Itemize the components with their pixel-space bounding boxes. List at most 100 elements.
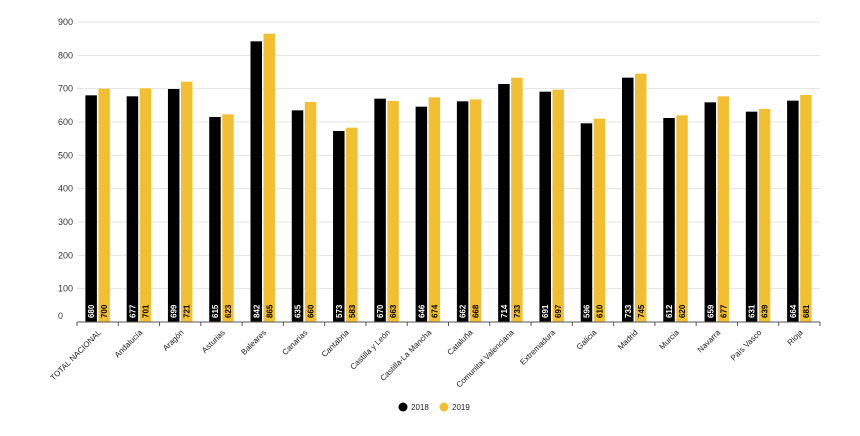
bar-2018 [415, 106, 428, 323]
legend: 2018 2019 [398, 402, 470, 412]
bar-2019 [676, 115, 688, 322]
category-label: Rioja [786, 328, 806, 348]
y-tick-label: 600 [58, 117, 73, 127]
bar-value-label: 583 [348, 304, 357, 318]
category-label: Asturias [200, 328, 227, 355]
bar-value-label: 842 [252, 304, 261, 318]
x-axis: TOTAL NACIONAL Andalucía Aragón Asturias Bal… [49, 321, 821, 389]
bar-2018 [787, 100, 799, 323]
bar-value-label: 662 [459, 304, 468, 318]
bar-2018 [209, 117, 221, 322]
bar-2019 [98, 88, 110, 323]
bar-value-label: 697 [554, 304, 563, 318]
bar-2018 [333, 131, 345, 322]
bar-value-label: 612 [665, 304, 674, 318]
category-label: Galicia [575, 328, 599, 352]
bar-value-label: 660 [307, 304, 316, 318]
bar-2018 [291, 110, 304, 322]
legend-swatch [398, 402, 408, 412]
bar-value-label: 699 [170, 304, 179, 318]
category-label: Cataluña [446, 328, 475, 357]
bar-2019 [758, 109, 771, 322]
y-tick-label: 900 [58, 17, 73, 27]
bar-2018 [663, 118, 675, 322]
bar-2019 [552, 89, 564, 323]
bar-value-label: 646 [417, 304, 426, 318]
bar-value-label: 865 [265, 304, 274, 318]
category-label: Navarra [696, 328, 723, 355]
bar-value-label: 610 [595, 304, 604, 318]
bar-2019 [304, 102, 317, 322]
y-tick-label: 500 [58, 150, 73, 160]
category-label: País Vasco [729, 328, 764, 363]
bar-value-label: 668 [472, 304, 481, 318]
bar-2019 [717, 96, 730, 322]
bar-value-label: 596 [582, 304, 591, 318]
y-tick-label: 100 [58, 284, 73, 294]
bar-2018 [622, 77, 634, 323]
bar-2019 [511, 77, 523, 323]
bar-2019 [346, 127, 358, 323]
category-label: TOTAL NACIONAL [49, 328, 104, 383]
bar-value-label: 700 [100, 304, 109, 318]
y-tick-label: 700 [58, 84, 73, 94]
bar-2018 [539, 91, 551, 323]
bar-value-label: 615 [211, 304, 220, 318]
bar-2018 [745, 111, 758, 323]
bar-value-label: 681 [802, 304, 811, 318]
bar-value-label: 670 [376, 304, 385, 318]
bar-value-label: 573 [335, 304, 344, 318]
category-label: Cantabria [320, 328, 351, 359]
bar-value-label: 674 [430, 304, 439, 318]
bar-2018 [580, 123, 593, 322]
bar-2019 [387, 101, 399, 322]
y-axis: 0 100 200 300 400 500 600 700 800 900 [58, 17, 73, 321]
category-label: Baleares [239, 328, 268, 357]
bar-value-label: 631 [748, 304, 757, 318]
bar-2019 [800, 95, 812, 322]
bar-2019 [139, 88, 152, 322]
bar-value-label: 635 [294, 304, 303, 318]
bar-value-label: 620 [678, 304, 687, 318]
bar-value-label: 721 [183, 304, 192, 318]
bar-2018 [704, 102, 717, 322]
bar-value-label: 733 [624, 304, 633, 318]
category-label: Aragón [161, 328, 186, 353]
category-label: Extremadura [518, 328, 557, 367]
y-tick-label: 800 [58, 50, 73, 60]
bar-2019 [180, 81, 193, 323]
legend-label: 2019 [452, 403, 470, 412]
bar-2018 [374, 98, 386, 323]
bar-2018 [456, 101, 469, 322]
legend-swatch [439, 402, 449, 412]
bar-value-label: 659 [706, 304, 715, 318]
bar-value-label: 691 [541, 304, 550, 318]
bar-2019 [593, 118, 606, 323]
bar-value-label: 745 [637, 304, 646, 318]
bar-2019 [263, 33, 275, 323]
category-label: Madrid [616, 328, 640, 352]
bars: 680 700 677 701 699 721 615 623 842 865 635 660 573 5… [85, 33, 812, 323]
bar-value-label: 733 [513, 304, 522, 318]
y-tick-label: 300 [58, 217, 73, 227]
bar-value-label: 623 [224, 304, 233, 318]
bar-value-label: 639 [761, 304, 770, 318]
bar-2018 [167, 89, 180, 322]
bar-value-label: 677 [128, 304, 137, 318]
category-label: Andalucía [113, 328, 145, 360]
category-label: Murcia [658, 328, 682, 352]
bar-value-label: 680 [87, 304, 96, 318]
y-tick-label: 200 [58, 250, 73, 260]
bar-2019 [222, 114, 234, 322]
bar-2018 [250, 41, 262, 322]
category-label: Canarias [280, 328, 309, 357]
legend-label: 2018 [411, 403, 429, 412]
bar-value-label: 701 [141, 304, 150, 318]
bar-2018 [498, 84, 510, 322]
bar-2019 [428, 97, 441, 322]
bar-2018 [85, 95, 97, 322]
category-label: Castilla y León [349, 328, 392, 371]
bar-value-label: 663 [389, 304, 398, 318]
